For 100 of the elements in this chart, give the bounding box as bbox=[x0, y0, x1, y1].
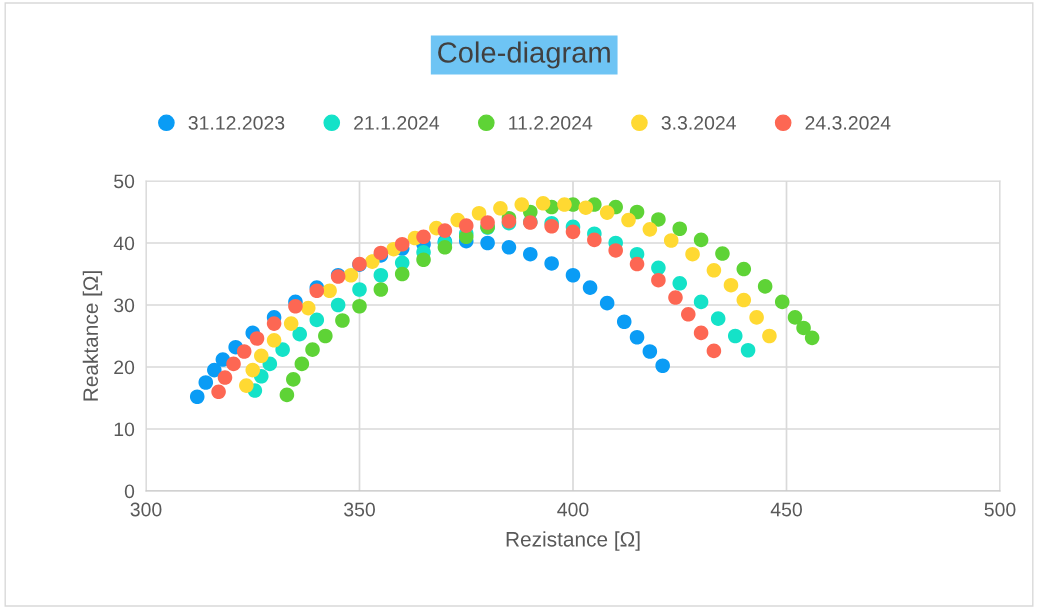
point bbox=[587, 232, 602, 248]
point bbox=[629, 256, 645, 272]
point bbox=[352, 282, 367, 297]
point bbox=[557, 197, 572, 212]
point bbox=[343, 267, 359, 283]
point bbox=[672, 276, 688, 291]
point bbox=[629, 329, 645, 345]
point bbox=[245, 362, 261, 378]
point bbox=[706, 263, 722, 278]
point bbox=[736, 261, 752, 277]
point bbox=[582, 280, 598, 295]
point bbox=[309, 312, 325, 328]
point bbox=[480, 215, 495, 230]
point bbox=[642, 222, 658, 237]
point bbox=[416, 229, 431, 245]
point bbox=[565, 224, 581, 240]
point bbox=[236, 344, 252, 359]
point bbox=[544, 256, 559, 271]
point bbox=[330, 297, 346, 313]
point bbox=[749, 310, 764, 325]
point bbox=[493, 201, 508, 216]
x-tick-label: 300 bbox=[130, 502, 162, 517]
point bbox=[198, 375, 214, 390]
point bbox=[254, 348, 269, 364]
point bbox=[621, 212, 636, 228]
point bbox=[565, 267, 581, 283]
point bbox=[693, 232, 709, 248]
point bbox=[651, 260, 666, 276]
point bbox=[217, 370, 233, 385]
point bbox=[693, 294, 709, 310]
point bbox=[189, 389, 205, 405]
point bbox=[796, 320, 811, 336]
chart-title: Cole-diagram bbox=[438, 41, 610, 69]
point bbox=[715, 246, 730, 261]
x-tick-label: 350 bbox=[344, 502, 375, 517]
point bbox=[305, 342, 320, 357]
point bbox=[693, 325, 709, 341]
point bbox=[681, 307, 696, 322]
point bbox=[668, 290, 683, 305]
point bbox=[757, 279, 773, 294]
point bbox=[437, 223, 453, 238]
point bbox=[288, 298, 303, 314]
point bbox=[616, 314, 632, 330]
point bbox=[535, 196, 551, 211]
point bbox=[226, 356, 241, 372]
point bbox=[804, 330, 820, 346]
point bbox=[651, 272, 666, 288]
point bbox=[322, 283, 337, 299]
point bbox=[599, 205, 615, 220]
point bbox=[373, 267, 389, 283]
point bbox=[723, 277, 739, 293]
point bbox=[706, 343, 722, 359]
point bbox=[283, 316, 299, 331]
point bbox=[727, 328, 743, 344]
point bbox=[655, 358, 670, 374]
point bbox=[501, 240, 517, 255]
point bbox=[275, 342, 290, 357]
point bbox=[437, 240, 453, 255]
point bbox=[740, 342, 756, 358]
point bbox=[642, 344, 658, 359]
point bbox=[787, 310, 803, 325]
point bbox=[394, 236, 410, 252]
y-tick-label: 20 bbox=[114, 360, 135, 375]
point bbox=[672, 221, 688, 237]
point bbox=[416, 252, 431, 268]
y-tick-label: 10 bbox=[114, 422, 135, 437]
legend-label: 11.2.2024 bbox=[509, 116, 593, 130]
point bbox=[458, 218, 474, 233]
y-tick-label: 30 bbox=[114, 298, 135, 313]
x-tick-label: 400 bbox=[557, 502, 589, 517]
point bbox=[266, 333, 282, 348]
point bbox=[394, 266, 410, 282]
point bbox=[207, 362, 222, 378]
point bbox=[309, 283, 325, 299]
point bbox=[736, 292, 752, 308]
point bbox=[249, 331, 265, 346]
point bbox=[279, 387, 295, 403]
legend-label: 24.3.2024 bbox=[805, 116, 891, 130]
point bbox=[318, 328, 333, 344]
y-tick-label: 50 bbox=[114, 174, 135, 189]
point bbox=[471, 205, 487, 221]
point bbox=[514, 197, 530, 212]
point bbox=[578, 200, 594, 215]
point bbox=[608, 243, 623, 258]
x-tick-label: 450 bbox=[770, 502, 802, 517]
y-tick-label: 40 bbox=[113, 236, 135, 251]
point bbox=[211, 384, 226, 400]
legend-label: 31.12.2023 bbox=[188, 116, 285, 130]
x-axis-title: Rezistance [Ω] bbox=[506, 531, 640, 551]
point bbox=[599, 295, 615, 311]
point bbox=[352, 298, 367, 314]
legend-label: 21.1.2024 bbox=[354, 116, 440, 130]
legend-label: 3.3.2024 bbox=[661, 116, 736, 130]
point bbox=[292, 326, 307, 342]
point bbox=[294, 356, 310, 372]
point bbox=[373, 282, 389, 297]
point bbox=[300, 300, 316, 316]
point bbox=[335, 313, 350, 328]
point bbox=[663, 233, 679, 248]
point bbox=[685, 246, 700, 262]
